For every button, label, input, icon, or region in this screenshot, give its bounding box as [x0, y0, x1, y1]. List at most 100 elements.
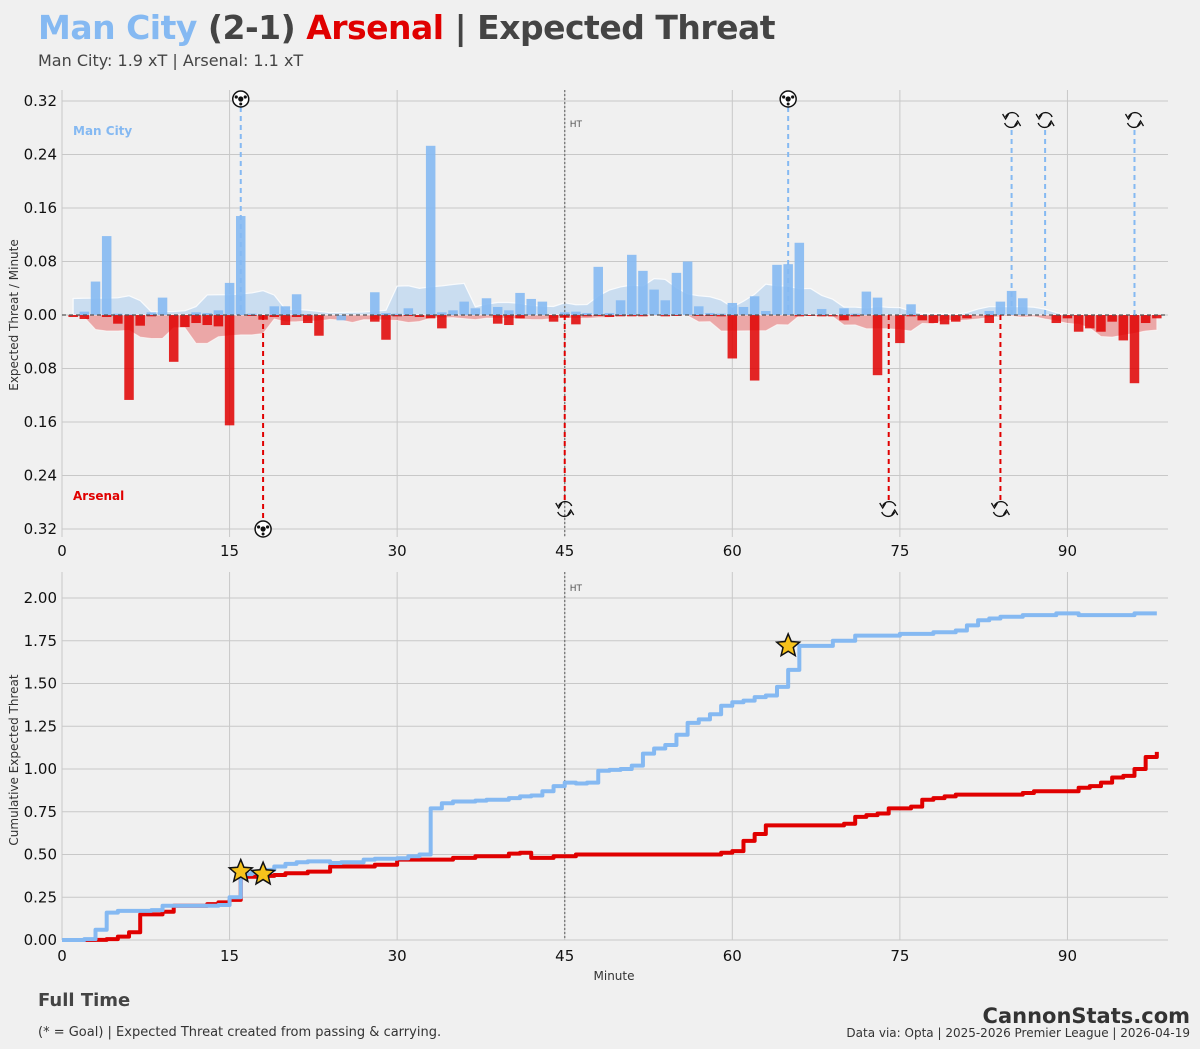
home-substitution-icon-arrow	[1047, 119, 1055, 127]
home-xt-bar	[90, 281, 101, 315]
away-xt-bar	[1129, 315, 1140, 384]
away-xt-bar	[1107, 315, 1117, 322]
p2-y-tick-label: 1.75	[24, 632, 57, 650]
home-xt-bar	[861, 291, 872, 315]
home-xt-bar	[202, 312, 212, 315]
title-home-team: Man City	[38, 8, 197, 47]
home-xt-bar	[448, 310, 458, 315]
home-xt-bar	[638, 270, 648, 315]
home-xt-bar	[794, 242, 805, 315]
p1-y-tick-label: 0.24	[24, 146, 57, 164]
away-substitution-icon	[558, 500, 573, 507]
home-xt-bar	[537, 301, 548, 315]
away-xt-bar	[1085, 315, 1095, 329]
home-xt-bar	[425, 145, 436, 315]
away-xt-bar	[671, 315, 682, 316]
p2-y-tick-label: 1.50	[24, 675, 57, 693]
away-xt-bar	[79, 315, 90, 320]
home-goal-ball-icon-patch	[786, 102, 790, 106]
home-xt-bar	[392, 313, 402, 315]
home-xt-bar	[694, 306, 704, 315]
home-xt-bar	[604, 312, 615, 315]
p1-y-tick-label: 0.32	[24, 92, 57, 110]
home-xt-trend-area	[72, 277, 1157, 316]
home-xt-bar	[671, 272, 682, 315]
home-xt-bar	[146, 312, 157, 315]
home-substitution-icon-arrow	[1124, 113, 1133, 121]
away-xt-bar	[303, 315, 313, 324]
home-xt-bar	[470, 308, 481, 315]
home-xt-bar	[124, 314, 134, 316]
away-xt-bar	[794, 315, 805, 317]
home-xt-bar	[772, 264, 782, 315]
home-xt-bar	[682, 261, 693, 315]
p2-y-tick-label: 0.00	[24, 931, 57, 949]
away-xt-bar	[291, 315, 302, 318]
home-xt-bar	[526, 298, 536, 315]
home-substitution-icon	[1127, 111, 1143, 118]
away-xt-bar	[191, 315, 201, 324]
away-substitution-icon-arrow	[990, 502, 998, 510]
p2-y-tick-label: 0.75	[24, 803, 57, 821]
p1-x-tick-label: 75	[890, 542, 909, 560]
away-xt-bar	[425, 315, 436, 319]
away-xt-bar	[906, 315, 916, 317]
home-goal-ball-icon-patch	[234, 95, 238, 99]
away-xt-bar	[381, 315, 391, 340]
p1-y-axis-label: Expected Threat / Minute	[7, 239, 21, 391]
away-substitution-icon	[993, 500, 1009, 507]
p2-x-tick-label: 60	[723, 947, 742, 965]
home-xt-bar	[247, 313, 257, 315]
away-xt-bar	[917, 315, 927, 321]
p1-y-tick-label: 0.00	[24, 306, 57, 324]
away-xt-bar	[749, 315, 760, 381]
home-xt-bar	[113, 313, 123, 315]
away-xt-bar	[962, 315, 972, 319]
home-xt-bar	[224, 282, 235, 315]
away-goal-ball-icon-patch	[261, 532, 265, 536]
home-goal-ball-icon-patch	[238, 96, 244, 102]
away-xt-bar	[168, 315, 179, 362]
away-xt-bar	[694, 315, 704, 316]
away-xt-bar	[928, 315, 939, 324]
p2-y-tick-label: 2.00	[24, 589, 57, 607]
home-xt-bar	[850, 313, 860, 315]
home-xt-bar	[213, 310, 224, 315]
p1-half-time-label: HT	[570, 120, 583, 130]
away-xt-bar	[839, 315, 849, 321]
p1-y-tick-label: 0.24	[24, 467, 57, 485]
away-xt-bar	[146, 315, 157, 317]
home-xt-bar	[872, 297, 883, 315]
home-xt-bar	[504, 310, 514, 315]
away-xt-bar	[280, 315, 291, 326]
home-team-label: Man City	[73, 124, 132, 138]
away-xt-bar	[571, 315, 581, 325]
home-xt-bar	[1018, 298, 1028, 315]
p2-y-tick-label: 0.25	[24, 888, 57, 906]
away-xt-bar	[950, 315, 961, 322]
away-xt-bar	[135, 315, 145, 326]
away-xt-bar	[180, 315, 190, 328]
title-away-team: Arsenal	[306, 8, 444, 47]
goal-star-icon	[774, 631, 802, 658]
away-xt-bar	[872, 315, 883, 376]
away-xt-bar	[816, 315, 827, 317]
home-xt-bar	[291, 294, 302, 315]
away-xt-bar	[113, 315, 123, 324]
away-xt-bar	[1096, 315, 1106, 332]
away-xt-bar	[370, 315, 380, 322]
home-xt-bar	[839, 308, 849, 315]
home-xt-bar	[571, 311, 581, 315]
p2-y-tick-label: 1.25	[24, 717, 57, 735]
away-xt-bar	[939, 315, 950, 325]
home-xt-bar	[738, 306, 749, 315]
home-substitution-icon	[1038, 111, 1053, 118]
away-goal-ball-icon-patch	[256, 525, 261, 529]
home-xt-bar	[157, 297, 168, 315]
home-xt-bar	[627, 254, 637, 315]
away-cumulative-line	[62, 751, 1159, 942]
home-xt-bar	[492, 306, 503, 315]
away-xt-bar	[492, 315, 503, 324]
home-xt-bar	[749, 296, 760, 315]
away-xt-bar	[582, 315, 592, 317]
